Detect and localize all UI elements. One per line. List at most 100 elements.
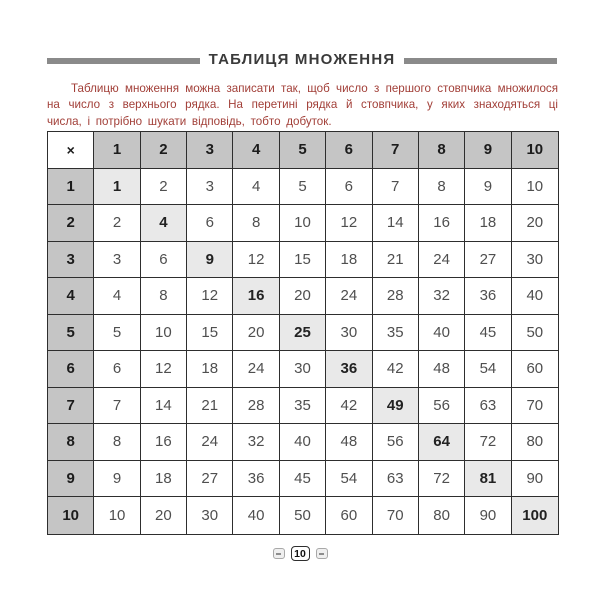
product-cell: 90 [511,460,558,497]
product-cell: 32 [418,278,466,315]
product-cell: 8 [418,168,466,205]
product-cell: 18 [140,460,188,497]
product-cell: 28 [372,278,419,315]
product-cell: 72 [418,460,466,497]
product-cell: 40 [233,497,280,534]
product-cell: 9 [187,241,234,278]
product-cell: 36 [326,351,373,388]
product-cell: 10 [140,314,188,351]
column-header-cell: 5 [279,132,327,169]
column-header-cell: 9 [465,132,512,169]
product-cell: 32 [233,424,280,461]
row-header-cell: 4 [48,278,95,315]
row-header-cell: 7 [48,387,95,424]
page-footer: 10 [0,546,600,561]
table-corner-cell: × [48,132,95,169]
product-cell: 18 [465,205,512,242]
product-cell: 70 [372,497,419,534]
product-cell: 8 [140,278,188,315]
product-cell: 12 [233,241,280,278]
product-cell: 45 [465,314,512,351]
product-cell: 24 [233,351,280,388]
product-cell: 54 [326,460,373,497]
product-cell: 27 [465,241,512,278]
row-header-cell: 5 [48,314,95,351]
product-cell: 18 [187,351,234,388]
column-header-cell: 1 [94,132,141,169]
product-cell: 24 [326,278,373,315]
product-cell: 4 [140,205,188,242]
product-cell: 30 [511,241,558,278]
minus-icon [276,552,281,555]
product-cell: 14 [372,205,419,242]
product-cell: 25 [279,314,327,351]
product-cell: 6 [140,241,188,278]
product-cell: 6 [326,168,373,205]
product-cell: 90 [465,497,512,534]
product-cell: 27 [187,460,234,497]
title-rule-right [404,57,557,64]
title-rule-left [47,57,200,64]
column-header-cell: 7 [372,132,419,169]
row-header-cell: 10 [48,497,95,534]
product-cell: 15 [187,314,234,351]
product-cell: 48 [418,351,466,388]
product-cell: 81 [465,460,512,497]
intro-paragraph: Таблицю множення можна записати так, щоб… [47,82,558,128]
product-cell: 20 [511,205,558,242]
product-cell: 4 [233,168,280,205]
product-cell: 80 [511,424,558,461]
product-cell: 40 [511,278,558,315]
product-cell: 72 [465,424,512,461]
product-cell: 42 [372,351,419,388]
row-header-cell: 6 [48,351,95,388]
product-cell: 30 [279,351,327,388]
product-cell: 3 [187,168,234,205]
product-cell: 9 [94,460,141,497]
product-cell: 36 [465,278,512,315]
product-cell: 35 [372,314,419,351]
product-cell: 48 [326,424,373,461]
product-cell: 40 [418,314,466,351]
product-cell: 12 [140,351,188,388]
product-cell: 28 [233,387,280,424]
product-cell: 5 [279,168,327,205]
product-cell: 36 [233,460,280,497]
product-cell: 21 [187,387,234,424]
multiplication-table: × 1 2 3 4 5 6 7 8 9 10 1 1 2 3 4 5 6 7 8 9 10 2 2 4 6 8 10 12 14 16 18 2… [47,131,559,535]
row-header-cell: 1 [48,168,95,205]
row-header-cell: 2 [48,205,95,242]
product-cell: 6 [94,351,141,388]
product-cell: 50 [279,497,327,534]
product-cell: 30 [326,314,373,351]
page-number-badge: 10 [290,546,310,561]
product-cell: 16 [233,278,280,315]
product-cell: 12 [187,278,234,315]
product-cell: 8 [94,424,141,461]
product-cell: 30 [187,497,234,534]
product-cell: 40 [279,424,327,461]
product-cell: 8 [233,205,280,242]
product-cell: 21 [372,241,419,278]
product-cell: 63 [465,387,512,424]
product-cell: 49 [372,387,419,424]
product-cell: 45 [279,460,327,497]
product-cell: 5 [94,314,141,351]
product-cell: 54 [465,351,512,388]
product-cell: 16 [140,424,188,461]
product-cell: 64 [418,424,466,461]
product-cell: 60 [326,497,373,534]
product-cell: 20 [279,278,327,315]
product-cell: 20 [140,497,188,534]
product-cell: 12 [326,205,373,242]
product-cell: 63 [372,460,419,497]
column-header-cell: 6 [326,132,373,169]
row-header-cell: 3 [48,241,95,278]
product-cell: 100 [511,497,558,534]
product-cell: 3 [94,241,141,278]
product-cell: 6 [187,205,234,242]
product-cell: 7 [372,168,419,205]
product-cell: 50 [511,314,558,351]
product-cell: 60 [511,351,558,388]
